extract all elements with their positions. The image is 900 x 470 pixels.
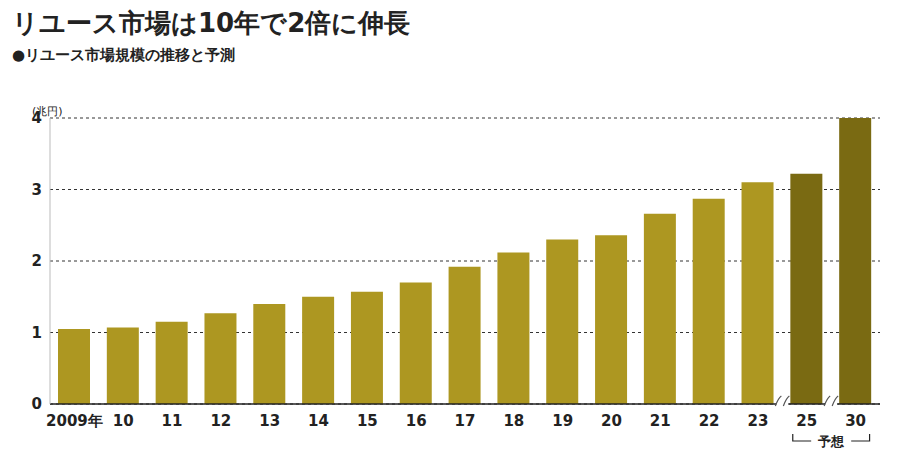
svg-text:30: 30 <box>845 412 866 430</box>
svg-text:11: 11 <box>162 412 183 430</box>
svg-text:12: 12 <box>210 412 231 430</box>
svg-text:10: 10 <box>113 412 134 430</box>
svg-text:16: 16 <box>406 412 427 430</box>
svg-text:14: 14 <box>308 412 329 430</box>
svg-text:15: 15 <box>357 412 378 430</box>
svg-text:2: 2 <box>32 252 42 270</box>
svg-text:13: 13 <box>259 412 280 430</box>
svg-text:17: 17 <box>455 412 476 430</box>
svg-text:18: 18 <box>503 412 524 430</box>
svg-text:22: 22 <box>699 412 720 430</box>
svg-text:25: 25 <box>796 412 817 430</box>
svg-text:19: 19 <box>552 412 573 430</box>
svg-text:4: 4 <box>32 109 42 127</box>
svg-text:23: 23 <box>748 412 769 430</box>
svg-text:予想: 予想 <box>817 434 845 449</box>
svg-text:2009年: 2009年 <box>46 412 103 430</box>
svg-text:21: 21 <box>650 412 671 430</box>
svg-text:0: 0 <box>32 395 42 413</box>
svg-text:1: 1 <box>32 324 42 342</box>
svg-text:3: 3 <box>32 181 42 199</box>
svg-text:20: 20 <box>601 412 622 430</box>
